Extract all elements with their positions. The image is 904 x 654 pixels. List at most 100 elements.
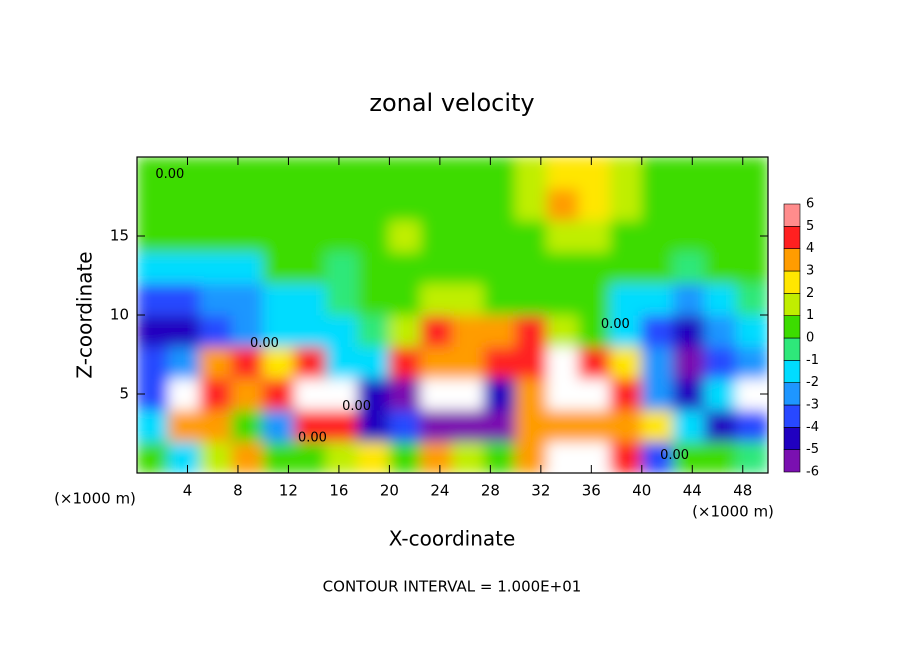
field-cell	[672, 157, 706, 190]
field-cell	[262, 409, 296, 442]
field-cell	[388, 282, 422, 316]
field-cell	[672, 282, 706, 316]
field-cell	[199, 251, 233, 284]
field-cell	[231, 440, 264, 473]
x-units: (×1000 m)	[54, 490, 136, 508]
field-cell	[515, 219, 548, 253]
field-cell	[357, 251, 390, 284]
field-cell	[168, 314, 201, 348]
field-cell	[483, 282, 517, 316]
field-cell	[262, 282, 296, 316]
field-cell	[357, 377, 390, 411]
field-cell	[641, 409, 674, 442]
field-cell	[452, 346, 485, 379]
field-cell	[452, 409, 485, 442]
field-cell	[483, 314, 517, 348]
field-cell	[231, 219, 264, 253]
field-cell	[641, 157, 674, 190]
field-cell	[357, 282, 390, 316]
field-cell	[609, 157, 643, 190]
field-cell	[515, 409, 548, 442]
x-units-right: (×1000 m)	[692, 503, 774, 521]
x-tick-label: 48	[733, 482, 752, 500]
field-cell	[420, 346, 453, 379]
field-cell	[641, 219, 674, 253]
field-cell	[231, 188, 264, 221]
field-cell	[641, 251, 674, 284]
colorbar-label: 0	[806, 331, 814, 346]
field-cell	[672, 251, 706, 284]
field-cell	[609, 440, 643, 473]
field-cell	[735, 346, 768, 379]
field-cell	[452, 314, 485, 348]
colorbar-box	[783, 404, 801, 428]
colorbar-box	[783, 226, 801, 249]
field-cell	[357, 346, 390, 379]
field-cell	[704, 188, 737, 221]
field-cell	[294, 188, 327, 221]
field-cell	[325, 219, 359, 253]
field-cell	[294, 219, 327, 253]
field-cell	[641, 377, 674, 411]
colorbar-box	[783, 248, 801, 272]
field-cell	[704, 282, 737, 316]
field-cell	[704, 440, 737, 473]
field-cell	[294, 377, 327, 411]
field-cell	[672, 314, 706, 348]
field-cell	[168, 157, 201, 190]
field-cell	[704, 219, 737, 253]
field-cell	[578, 188, 611, 221]
field-cell	[294, 282, 327, 316]
field-cell	[483, 440, 517, 473]
field-cell	[388, 188, 422, 221]
x-tick-label: 28	[481, 482, 500, 500]
field-cell	[420, 409, 453, 442]
field-cell	[704, 346, 737, 379]
field-cell	[168, 377, 201, 411]
field-cell	[420, 282, 453, 316]
field-cell	[609, 314, 643, 348]
field-cell	[483, 409, 517, 442]
field-cell	[231, 377, 264, 411]
field-cell	[641, 314, 674, 348]
field-cell	[641, 346, 674, 379]
field-cell	[420, 157, 453, 190]
field-cell	[546, 282, 580, 316]
field-cell	[578, 377, 611, 411]
contour-label: 0.00	[298, 431, 327, 446]
field-cell	[735, 251, 768, 284]
field-cell	[357, 440, 390, 473]
x-tick-label: 24	[430, 482, 449, 500]
field-cell	[137, 409, 170, 442]
field-cell	[546, 314, 580, 348]
field-cell	[137, 314, 170, 348]
field-cell	[704, 251, 737, 284]
field-cell	[546, 346, 580, 379]
field-cell	[231, 157, 264, 190]
field-cell	[609, 251, 643, 284]
field-cell	[546, 219, 580, 253]
field-cell	[325, 188, 359, 221]
field-cell	[609, 282, 643, 316]
contour-label: 0.00	[601, 317, 630, 332]
field-cell	[325, 251, 359, 284]
field-cell	[420, 219, 453, 253]
field-cell	[168, 346, 201, 379]
footer: CONTOUR INTERVAL = 1.000E+01	[323, 578, 582, 596]
field-cell	[168, 409, 201, 442]
field-cell	[452, 377, 485, 411]
field-cell	[609, 377, 643, 411]
x-tick-label: 20	[380, 482, 399, 500]
field-cell	[452, 188, 485, 221]
field-cell	[515, 346, 548, 379]
colorbar-label: -2	[806, 375, 819, 390]
field-cell	[483, 157, 517, 190]
colorbar-box	[783, 382, 801, 406]
field-cell	[262, 377, 296, 411]
field-cell	[231, 282, 264, 316]
colorbar-label: -6	[806, 465, 819, 480]
field-cell	[704, 157, 737, 190]
colorbar-box	[783, 293, 801, 316]
colorbar-label: 2	[806, 286, 814, 301]
colorbar-box	[783, 360, 801, 383]
